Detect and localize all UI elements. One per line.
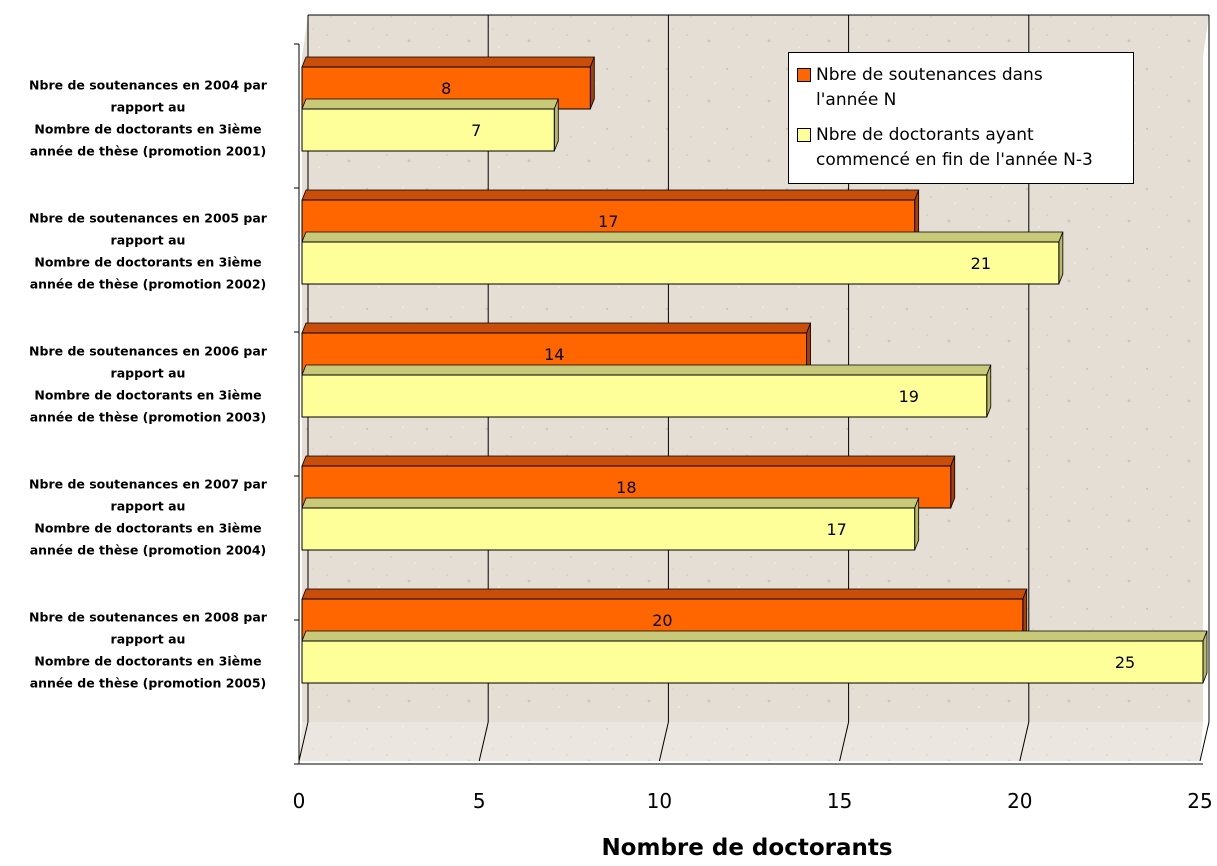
x-tick-label: 25 xyxy=(1187,789,1212,813)
plot-area: 0 5 10 15 20 25 Nombre de doctorants Nbre de so… xyxy=(29,14,1213,861)
legend-swatch-orange xyxy=(797,68,811,82)
bar-side-face xyxy=(553,98,559,152)
plot-floor xyxy=(299,722,1203,761)
category-label: année de thèse (promotion 2001) xyxy=(30,144,267,159)
data-label: 18 xyxy=(616,478,636,497)
bar-top-face xyxy=(301,231,1064,243)
category-label: Nbre de soutenances en 2005 par xyxy=(29,211,268,226)
data-label: 7 xyxy=(471,121,481,140)
category-label: rapport au xyxy=(111,100,186,115)
data-label: 8 xyxy=(441,79,451,98)
category-label: année de thèse (promotion 2002) xyxy=(30,277,267,292)
bar-top-face xyxy=(301,630,1208,642)
data-label: 17 xyxy=(827,520,847,539)
bar-side-face xyxy=(986,364,992,418)
x-tick-label: 20 xyxy=(1007,789,1032,813)
legend-item-doctorants: Nbre de doctorants ayant commencé en fin… xyxy=(797,123,1093,173)
bar xyxy=(301,108,555,152)
x-tick-label: 15 xyxy=(827,789,852,813)
category-label: Nbre de soutenances en 2007 par xyxy=(29,477,268,492)
legend-label: Nbre de doctorants ayant commencé en fin… xyxy=(816,125,1093,170)
plot-floor-shade xyxy=(299,722,1203,761)
gridline-floor xyxy=(839,721,850,762)
data-label: 21 xyxy=(971,254,991,273)
bar-top-face xyxy=(301,588,1028,600)
x-tick-label: 5 xyxy=(473,789,486,813)
bar-side-face xyxy=(589,56,595,110)
legend-item-soutenances: Nbre de soutenances dans l'année N xyxy=(797,63,1043,113)
legend: Nbre de soutenances dans l'année N Nbre … xyxy=(788,52,1134,184)
bar-side-face xyxy=(1058,231,1064,285)
category-label: année de thèse (promotion 2003) xyxy=(30,410,267,425)
x-tick-label: 10 xyxy=(647,789,672,813)
category-label: Nombre de doctorants en 3ième xyxy=(34,122,261,137)
gridline-floor xyxy=(478,721,489,762)
bar xyxy=(301,241,1060,285)
category-label: rapport au xyxy=(111,632,186,647)
category-label: Nbre de soutenances en 2006 par xyxy=(29,344,268,359)
bar-top-face xyxy=(301,364,992,376)
bar-side-face xyxy=(914,497,920,551)
category-label: Nombre de doctorants en 3ième xyxy=(34,255,261,270)
category-label: Nombre de doctorants en 3ième xyxy=(34,654,261,669)
bar-top-face xyxy=(301,322,812,334)
bar-top-face xyxy=(301,497,920,509)
category-label: rapport au xyxy=(111,366,186,381)
category-label: Nbre de soutenances en 2004 par xyxy=(29,78,268,93)
legend-swatch-yellow xyxy=(797,128,811,142)
x-tick-label: 0 xyxy=(293,789,306,813)
category-label: rapport au xyxy=(111,233,186,248)
x-axis-title: Nombre de doctorants xyxy=(601,835,892,861)
bar-top-face xyxy=(301,56,595,68)
data-label: 25 xyxy=(1115,653,1135,672)
data-label: 14 xyxy=(544,345,564,364)
bar xyxy=(301,374,988,418)
category-label: année de thèse (promotion 2005) xyxy=(30,676,267,691)
gridline-floor xyxy=(1019,721,1030,762)
bar xyxy=(301,507,916,551)
category-label: Nbre de soutenances en 2008 par xyxy=(29,610,268,625)
bar-side-face xyxy=(950,455,956,509)
gridline-floor xyxy=(298,721,309,762)
gridline-floor xyxy=(1199,721,1210,762)
data-label: 20 xyxy=(652,611,672,630)
bar xyxy=(301,640,1204,684)
category-label: Nombre de doctorants en 3ième xyxy=(34,388,261,403)
data-label: 17 xyxy=(598,212,618,231)
bar-side-face xyxy=(1202,630,1208,684)
category-label: rapport au xyxy=(111,499,186,514)
legend-label: Nbre de soutenances dans l'année N xyxy=(816,65,1043,110)
data-label: 19 xyxy=(899,387,919,406)
gridline-floor xyxy=(658,721,669,762)
bar-top-face xyxy=(301,189,920,201)
category-label: Nombre de doctorants en 3ième xyxy=(34,521,261,536)
bar-top-face xyxy=(301,98,559,110)
bar-top-face xyxy=(301,455,956,467)
category-label: année de thèse (promotion 2004) xyxy=(30,543,267,558)
